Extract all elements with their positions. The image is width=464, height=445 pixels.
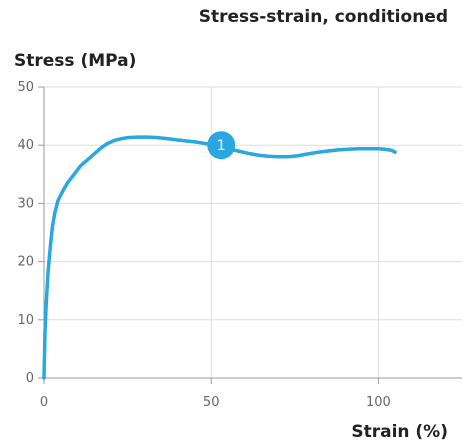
series-line	[42, 135, 397, 380]
annotation-layer: 1	[207, 131, 236, 160]
x-tick-label: 50	[203, 395, 220, 410]
axes	[38, 86, 462, 384]
annotation-label: 1	[217, 138, 226, 154]
x-tick-label: 100	[366, 395, 391, 410]
y-tick-label: 50	[17, 80, 34, 95]
chart-title: Stress-strain, conditioned	[199, 7, 448, 27]
y-tick-label: 10	[17, 313, 34, 328]
y-tick-label: 20	[17, 255, 34, 270]
x-tick-label: 0	[40, 395, 48, 410]
annotation-marker	[207, 131, 236, 160]
grid	[44, 86, 462, 378]
x-axis-title: Strain (%)	[351, 422, 448, 441]
y-tick-label: 30	[17, 196, 34, 211]
series-layer	[42, 135, 397, 380]
y-tick-label: 40	[17, 138, 34, 153]
y-tick-label: 0	[26, 371, 34, 386]
tick-labels: 0 10 20 30 40 50 0 50 100	[17, 80, 390, 410]
y-axis-title: Stress (MPa)	[14, 51, 136, 71]
